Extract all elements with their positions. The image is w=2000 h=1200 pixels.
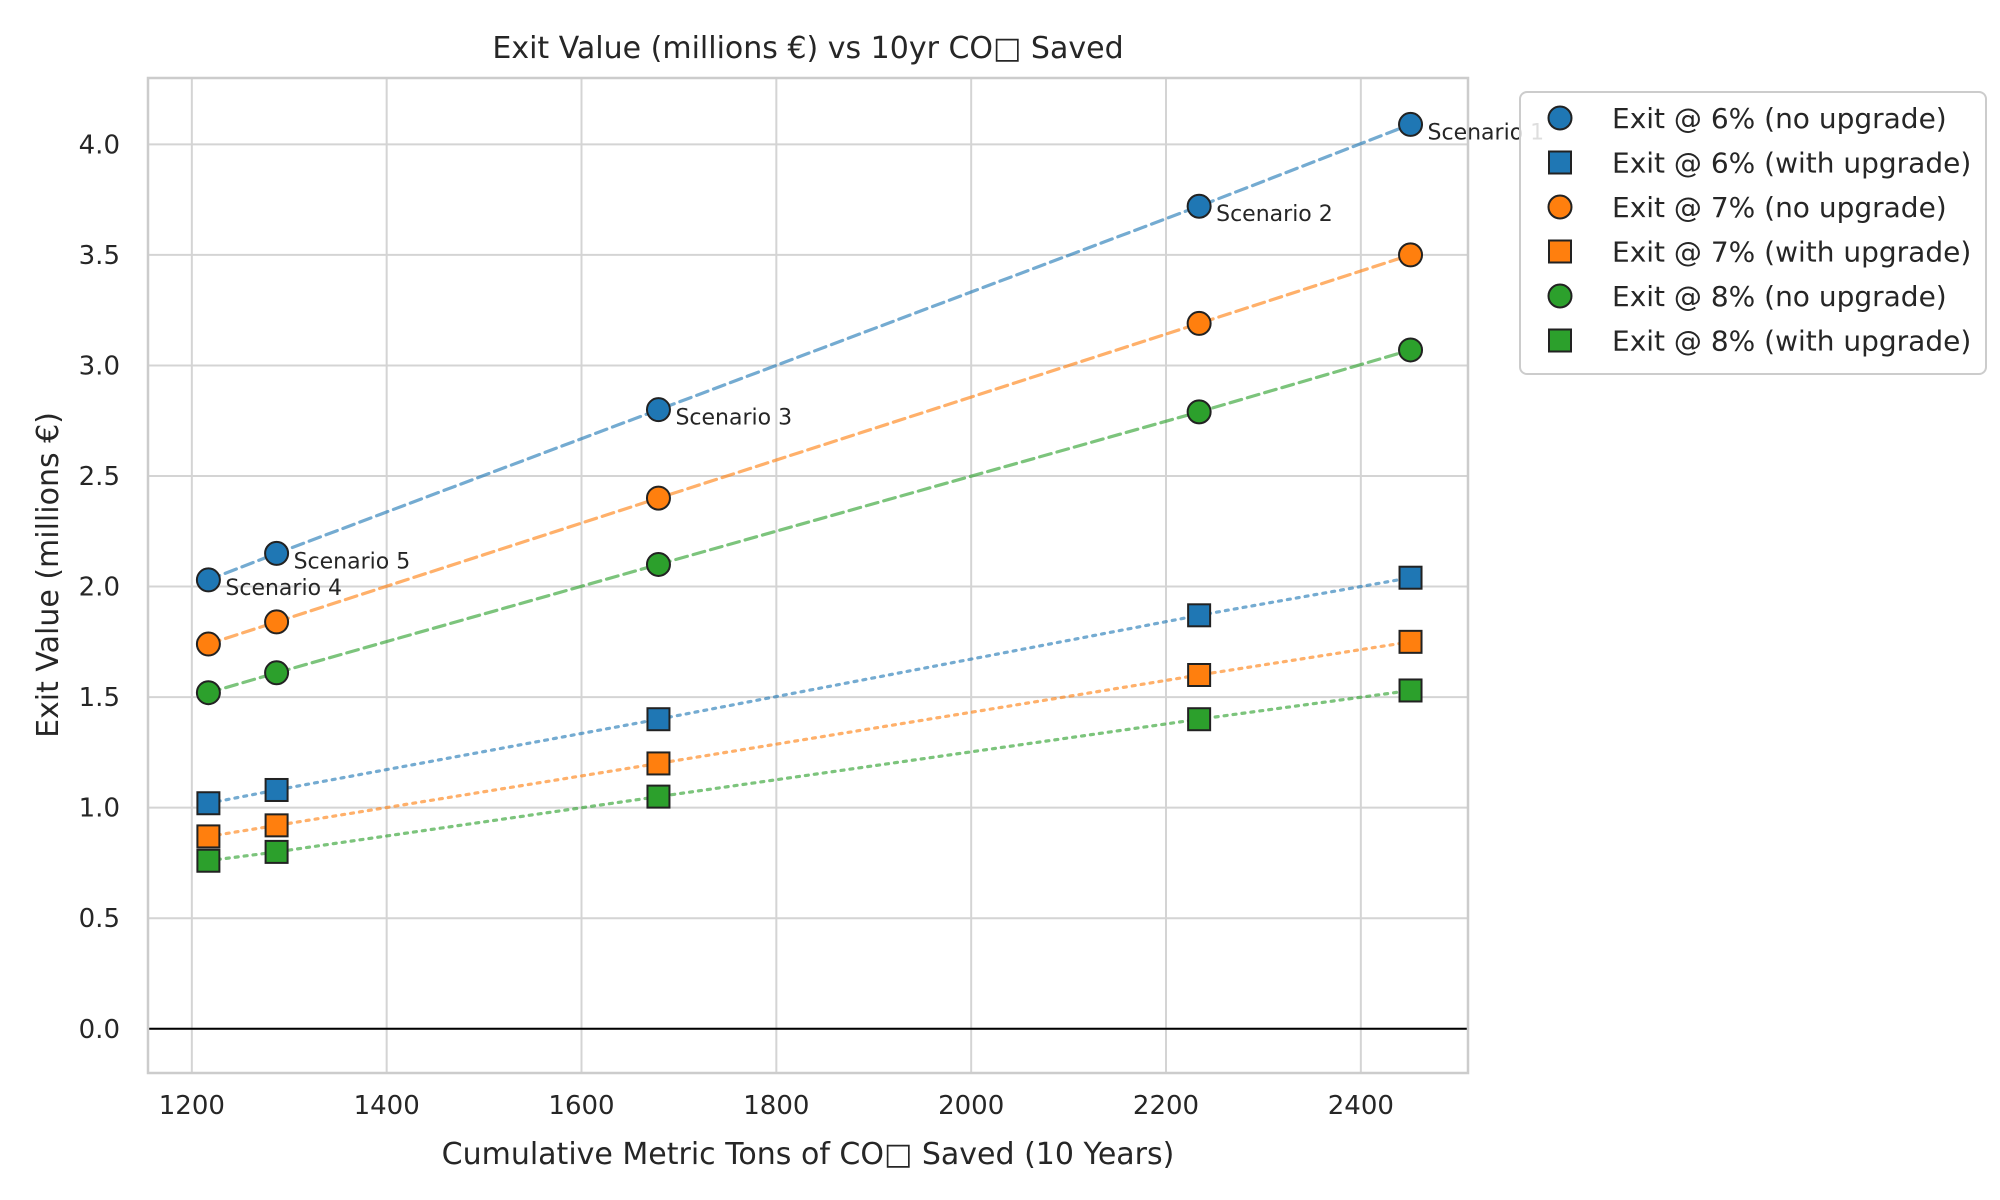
data-point: [1398, 629, 1423, 654]
y-tick-label: 0.5: [79, 904, 120, 934]
data-point: [264, 660, 290, 686]
data-point: [646, 784, 671, 809]
legend-marker: [1547, 283, 1573, 309]
data-point: [195, 631, 221, 657]
scenario-annotation: Scenario 3: [675, 406, 792, 431]
x-tick-label: 1400: [354, 1091, 420, 1121]
x-tick-label: 2400: [1328, 1091, 1394, 1121]
legend-label: Exit @ 8% (no upgrade): [1612, 280, 1947, 313]
data-point: [645, 397, 671, 423]
y-tick-label: 2.0: [79, 573, 120, 603]
legend-marker: [1547, 105, 1573, 131]
data-point: [264, 777, 289, 802]
y-tick-label: 4.0: [79, 130, 120, 160]
data-point: [196, 824, 221, 849]
legend: Exit @ 6% (no upgrade) Exit @ 6% (with up…: [1519, 91, 1987, 375]
y-tick-label: 0.0: [79, 1015, 120, 1045]
series-points: [195, 111, 1424, 873]
y-tick-label: 2.5: [79, 462, 120, 492]
data-point: [645, 485, 671, 511]
data-point: [264, 813, 289, 838]
chart-title: Exit Value (millions €) vs 10yr CO□ Save…: [492, 31, 1123, 66]
data-point: [1398, 678, 1423, 703]
scenario-annotation: Scenario 5: [294, 549, 411, 574]
data-point: [1187, 603, 1212, 628]
data-point: [195, 680, 221, 706]
data-point: [196, 848, 221, 873]
legend-marker: [1547, 194, 1573, 220]
legend-label: Exit @ 6% (with upgrade): [1612, 147, 1971, 180]
data-point: [1398, 242, 1424, 268]
data-point: [1187, 707, 1212, 732]
x-axis-ticks: 1200 1400 1600 1800 2000 2200 2400: [159, 1091, 1394, 1121]
data-point: [264, 839, 289, 864]
data-point: [645, 551, 671, 577]
legend-marker: [1548, 239, 1572, 264]
legend-label: Exit @ 7% (no upgrade): [1612, 191, 1947, 224]
data-point: [1398, 337, 1424, 363]
data-point: [264, 609, 290, 635]
data-point: [646, 751, 671, 776]
legend-label: Exit @ 8% (with upgrade): [1612, 325, 1971, 358]
scenario-annotation: Scenario 4: [225, 576, 342, 601]
plot-background: [148, 78, 1468, 1073]
data-point: [1398, 111, 1424, 137]
y-tick-label: 3.0: [79, 351, 120, 381]
legend-label: Exit @ 6% (no upgrade): [1612, 102, 1947, 135]
data-point: [1186, 310, 1212, 336]
data-point: [646, 707, 671, 732]
plot-frame: [146, 76, 1470, 1075]
data-point: [195, 567, 221, 593]
x-tick-label: 2000: [938, 1091, 1004, 1121]
x-axis-label: Cumulative Metric Tons of CO□ Saved (10 …: [442, 1137, 1175, 1172]
y-axis-label: Exit Value (millions €): [31, 412, 66, 738]
y-tick-label: 1.0: [79, 794, 120, 824]
data-point: [1398, 565, 1423, 590]
legend-marker: [1548, 150, 1572, 175]
y-tick-label: 3.5: [79, 241, 120, 271]
x-tick-label: 1600: [548, 1091, 614, 1121]
series-line: [206, 688, 1413, 863]
data-point: [196, 791, 221, 816]
y-axis-ticks: 0.0 0.5 1.0 1.5 2.0 2.5 3.0 3.5 4.0: [79, 130, 120, 1044]
x-tick-label: 1200: [159, 1091, 225, 1121]
legend-marker: [1548, 328, 1572, 353]
data-point: [1186, 193, 1212, 219]
scenario-annotation: Scenario 2: [1216, 202, 1333, 227]
data-point: [1187, 663, 1212, 687]
y-tick-label: 1.5: [79, 683, 120, 713]
legend-frame: [1519, 91, 1987, 375]
x-tick-label: 2200: [1133, 1091, 1199, 1121]
data-point: [264, 540, 290, 566]
data-point: [1186, 399, 1212, 425]
grid: [148, 78, 1468, 1073]
x-tick-label: 1800: [743, 1091, 809, 1121]
series-line: [206, 640, 1413, 838]
legend-label: Exit @ 7% (with upgrade): [1612, 236, 1971, 269]
